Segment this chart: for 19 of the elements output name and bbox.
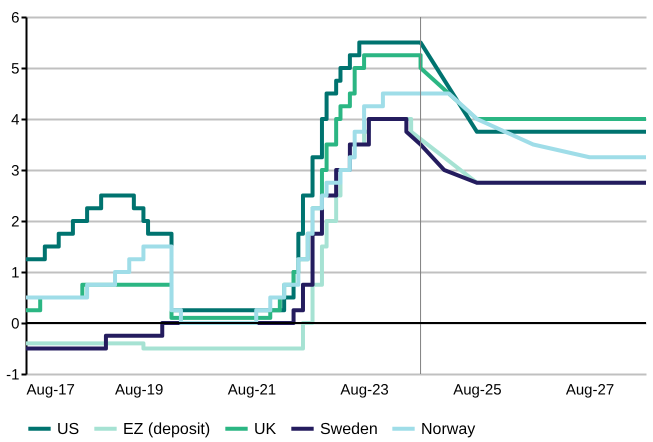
x-tick-label: Aug-25	[453, 382, 502, 398]
x-tick-label: Aug-17	[26, 382, 75, 398]
legend-label: US	[57, 420, 80, 438]
x-tick-label: Aug-23	[340, 382, 389, 398]
legend-label: Norway	[421, 420, 476, 438]
legend-label: Sweden	[320, 420, 378, 438]
y-tick-label: 2	[11, 214, 20, 230]
x-tick-label: Aug-21	[228, 382, 276, 398]
x-tick-label: Aug-19	[114, 382, 164, 398]
y-tick-label: -1	[6, 366, 20, 384]
legend-label: EZ (deposit)	[123, 420, 210, 438]
x-tick-label: Aug-27	[566, 382, 614, 398]
y-tick-label: 4	[11, 112, 20, 128]
y-tick-label: 1	[11, 264, 20, 282]
legend-label: UK	[254, 420, 277, 438]
y-tick-label: 0	[11, 316, 20, 332]
y-tick-label: 5	[11, 60, 20, 78]
y-tick-label: 6	[11, 10, 20, 26]
y-tick-label: 3	[11, 162, 20, 180]
